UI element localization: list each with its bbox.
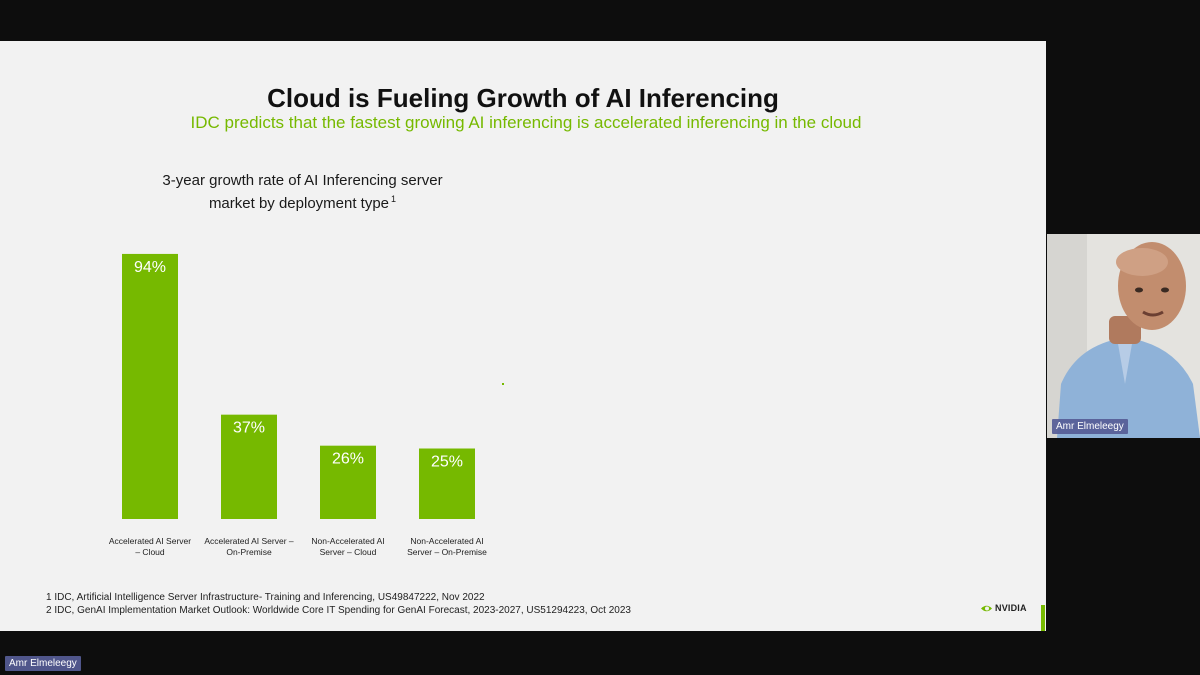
- speaker-name-tag: Amr Elmeleegy: [1052, 419, 1128, 434]
- chart-title-line-2: market by deployment type 1: [130, 190, 475, 213]
- footnote-2: 2 IDC, GenAI Implementation Market Outlo…: [46, 605, 631, 616]
- slide-subtitle: IDC predicts that the fastest growing AI…: [190, 113, 862, 132]
- bar-1: [122, 253, 178, 520]
- category-label-3-line-2: Server – Cloud: [320, 547, 377, 557]
- footnotes: 1 IDC, Artificial Intelligence Server In…: [46, 591, 631, 617]
- speaker-video-tile[interactable]: Amr Elmeleegy: [1047, 234, 1200, 438]
- footnote-marker: 1: [391, 194, 397, 204]
- category-label-1-line-1: Accelerated AI Server: [109, 536, 191, 546]
- self-name-tag: Amr Elmeleegy: [5, 656, 81, 671]
- bar-value-label-1: 94%: [134, 259, 166, 276]
- category-label-3-line-1: Non-Accelerated AI: [311, 536, 384, 546]
- stray-dot: [502, 383, 504, 385]
- footnote-1: 1 IDC, Artificial Intelligence Server In…: [46, 592, 485, 603]
- chart-title-line-2-text: market by deployment type: [208, 195, 390, 212]
- bar-value-label-2: 37%: [233, 420, 265, 437]
- bar-value-label-3: 26%: [332, 451, 364, 468]
- category-label-4-line-1: Non-Accelerated AI: [410, 536, 483, 546]
- category-label-1-line-2: – Cloud: [135, 547, 165, 557]
- slide-corner-accent: [1041, 605, 1045, 631]
- category-label-2-line-1: Accelerated AI Server –: [204, 536, 294, 546]
- bar-3: [320, 445, 376, 519]
- bar-2: [221, 414, 277, 519]
- nvidia-logo: NVIDIA: [980, 603, 1027, 613]
- speaker-video-feed: [1047, 234, 1200, 438]
- bar-value-label-4: 25%: [431, 454, 463, 471]
- presentation-slide: Cloud is Fueling Growth of AI Inferencin…: [0, 41, 1046, 631]
- bar-4: [419, 448, 475, 519]
- chart-title-line-1: 3-year growth rate of AI Inferencing ser…: [162, 172, 443, 189]
- chart-title: 3-year growth rate of AI Inferencing ser…: [130, 172, 475, 213]
- slide-title: Cloud is Fueling Growth of AI Inferencin…: [267, 83, 779, 113]
- nvidia-logo-text: NVIDIA: [995, 603, 1027, 613]
- nvidia-eye-icon: [981, 605, 992, 611]
- bar-chart: 94% Accelerated AI Server– Cloud 37% Accele…: [109, 253, 487, 557]
- category-label-4-line-2: Server – On-Premise: [407, 547, 487, 557]
- category-label-2-line-2: On-Premise: [226, 547, 272, 557]
